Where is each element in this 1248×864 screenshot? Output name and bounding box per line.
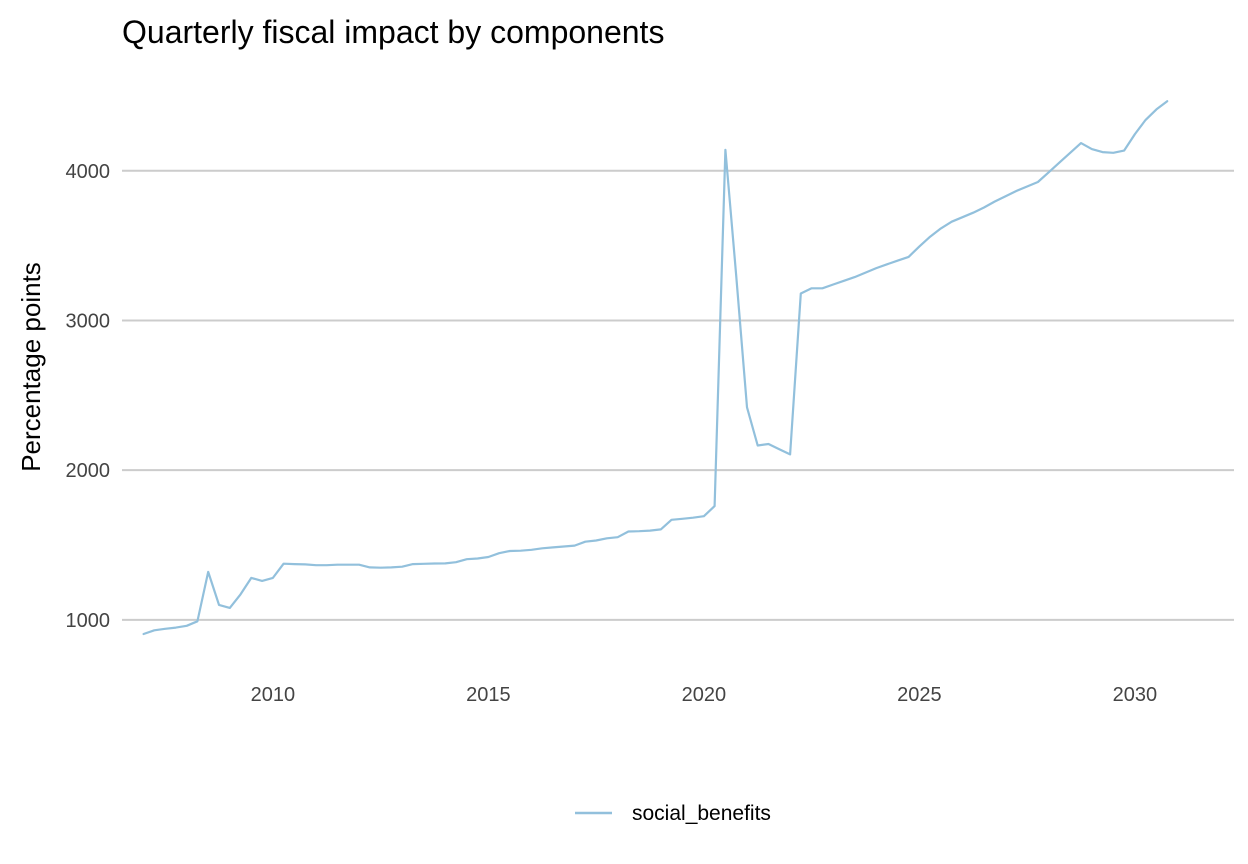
y-tick-label: 1000 (66, 610, 111, 632)
x-tick-label: 2020 (682, 684, 727, 706)
x-tick-label: 2015 (466, 684, 511, 706)
x-axis-ticks: 2010 2015 2020 2025 2030 (251, 684, 1158, 706)
y-tick-label: 4000 (66, 161, 111, 183)
legend-label: social_benefits (632, 802, 771, 825)
y-tick-label: 3000 (66, 310, 111, 332)
x-tick-label: 2025 (897, 684, 942, 706)
y-tick-label: 2000 (66, 460, 111, 482)
y-axis-ticks: 1000 2000 3000 4000 (66, 161, 111, 632)
x-tick-label: 2030 (1113, 684, 1158, 706)
x-tick-label: 2010 (251, 684, 296, 706)
legend: social_benefits (575, 802, 771, 825)
gridlines (122, 169, 1234, 621)
series-line-social-benefits (142, 100, 1169, 636)
series-lines (142, 100, 1169, 636)
y-axis-title: Percentage points (16, 262, 46, 472)
chart-title: Quarterly fiscal impact by components (122, 14, 664, 50)
